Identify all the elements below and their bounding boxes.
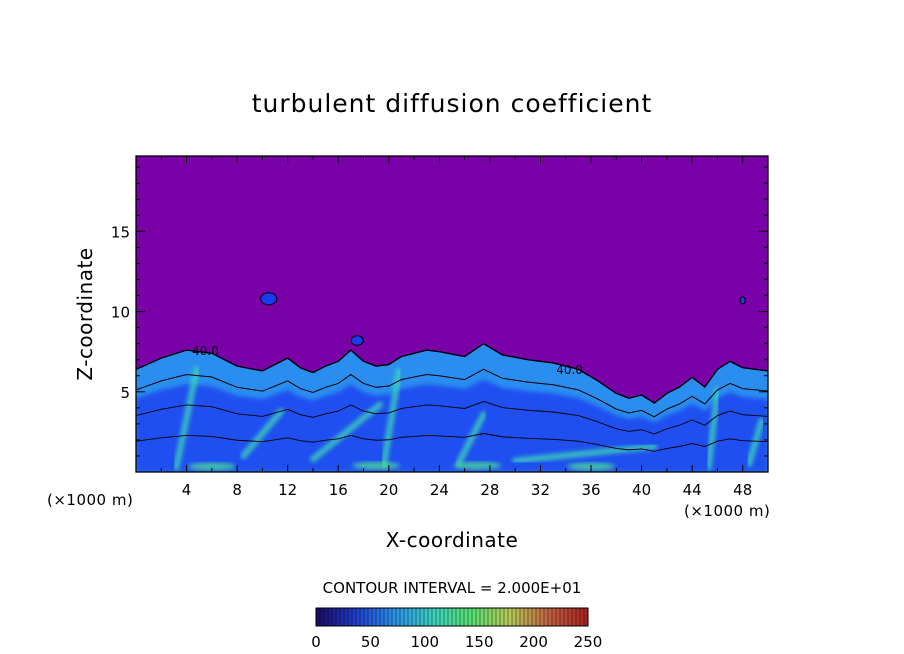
x-tick-label: 28 bbox=[480, 481, 499, 499]
high-diffusion-streak bbox=[380, 367, 402, 469]
x-axis: 4 8 12 16 20 24 28 32 36 40 44 48 bbox=[160, 156, 752, 499]
x-tick-label: 12 bbox=[278, 481, 297, 499]
x-tick-label: 48 bbox=[733, 481, 752, 499]
x-tick-label: 44 bbox=[683, 481, 702, 499]
y-tick-label: 10 bbox=[111, 304, 130, 322]
high-diffusion-streak bbox=[240, 408, 285, 459]
contour-label: 40.0 bbox=[192, 344, 219, 358]
colorbar-frame bbox=[315, 607, 589, 627]
y-tick-label: 5 bbox=[120, 384, 130, 402]
colorbar-tick-label: 200 bbox=[519, 633, 548, 651]
colorbar-tick-label: 150 bbox=[465, 633, 494, 651]
contour-island bbox=[350, 335, 364, 346]
colorbar: 0 50 100 150 200 250 bbox=[311, 607, 602, 651]
contour-line-boundary bbox=[136, 342, 768, 404]
x-tick-label: 36 bbox=[581, 481, 600, 499]
colorbar-tick-label: 50 bbox=[361, 633, 380, 651]
contour-line-inner bbox=[136, 400, 768, 435]
y-axis: 5 10 15 bbox=[111, 166, 768, 457]
contour-line-inner bbox=[136, 433, 768, 452]
x-tick-label: 8 bbox=[232, 481, 242, 499]
contour-label: 40.0 bbox=[556, 363, 583, 377]
contour-lines bbox=[136, 292, 768, 452]
contour-interval-text: CONTOUR INTERVAL = 2.000E+01 bbox=[323, 579, 582, 597]
x-axis-label: X-coordinate bbox=[386, 528, 519, 552]
x-tick-label: 24 bbox=[430, 481, 449, 499]
high-diffusion-streak bbox=[309, 401, 383, 463]
x-tick-label: 4 bbox=[182, 481, 192, 499]
x-unit-right: (×1000 m) bbox=[684, 502, 770, 520]
colorbar-tick-label: 0 bbox=[311, 633, 321, 651]
contour-label-group: 40.0 40.0 bbox=[192, 344, 583, 377]
colorbar-ticks: 0 50 100 150 200 250 bbox=[311, 633, 602, 651]
peak-diffusion-patch bbox=[453, 461, 502, 470]
x-tick-label: 16 bbox=[329, 481, 348, 499]
x-tick-label: 20 bbox=[379, 481, 398, 499]
high-diffusion-streak bbox=[455, 411, 487, 467]
boundary-layer-field bbox=[136, 343, 768, 472]
peak-diffusion-patch bbox=[187, 462, 236, 471]
high-diffusion-streak bbox=[512, 443, 658, 464]
contour-island bbox=[260, 292, 278, 306]
chart-title: turbulent diffusion coefficient bbox=[252, 89, 653, 118]
contour-island bbox=[739, 296, 746, 305]
contour-line-inner bbox=[136, 368, 768, 418]
x-unit-left: (×1000 m) bbox=[47, 491, 133, 509]
y-tick-label: 15 bbox=[111, 223, 130, 241]
y-axis-label: Z-coordinate bbox=[73, 247, 97, 380]
colorbar-tick-label: 250 bbox=[574, 633, 603, 651]
high-diffusion-streak bbox=[705, 387, 721, 471]
high-diffusion-streak bbox=[173, 366, 200, 471]
colorbar-hatching bbox=[319, 608, 585, 626]
high-diffusion-streak bbox=[746, 417, 765, 467]
plot-area bbox=[136, 156, 768, 472]
x-tick-label: 32 bbox=[531, 481, 550, 499]
plot-frame bbox=[135, 155, 769, 473]
peak-diffusion-patch bbox=[352, 461, 401, 470]
x-tick-label: 40 bbox=[632, 481, 651, 499]
colorbar-tick-label: 100 bbox=[410, 633, 439, 651]
